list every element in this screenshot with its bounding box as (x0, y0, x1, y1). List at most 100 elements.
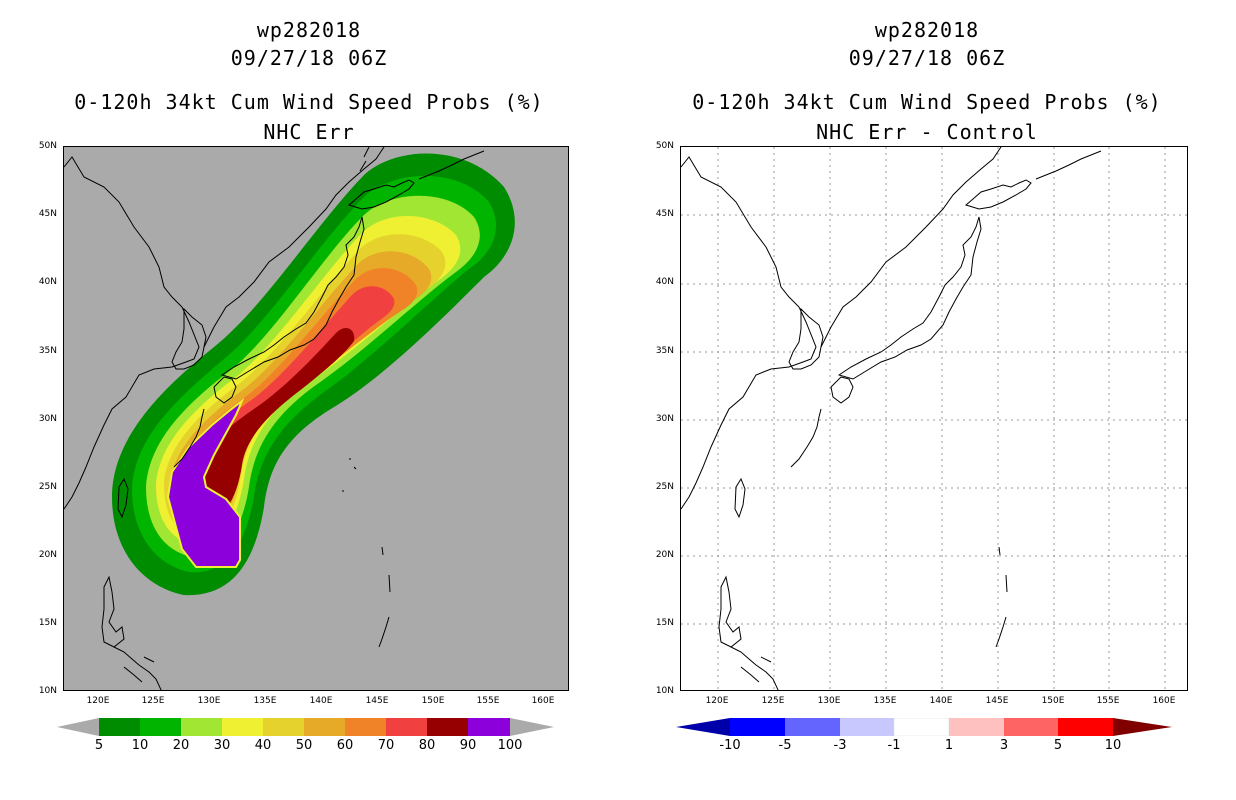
lon-label: 120E (86, 696, 110, 706)
philippines-luzon (718, 575, 742, 648)
lat-label: 30N (38, 414, 57, 424)
lat-label: 40N (38, 277, 57, 287)
colorbar-swatch (263, 718, 304, 736)
coastlines (681, 147, 1102, 690)
probability-map (63, 146, 569, 691)
colorbar-swatch (949, 718, 1004, 736)
colorbar-label: 100 (497, 738, 523, 753)
colorbar-swatch (785, 718, 840, 736)
lat-label: 20N (38, 550, 57, 560)
japan-honshu (220, 216, 365, 380)
map-svg (681, 147, 1187, 690)
colorbar-arrow-right (1113, 718, 1172, 736)
colorbar-swatch (427, 718, 468, 736)
colorbar-label: 70 (377, 738, 395, 753)
mariana (378, 546, 391, 648)
colorbar-label: 10 (1104, 738, 1122, 753)
colorbar-swatch (181, 718, 222, 736)
storm-id-title: wp282018 (256, 18, 362, 42)
colorbar-swatch (304, 718, 345, 736)
lon-label: 150E (421, 696, 445, 706)
colorbar-swatch (1058, 718, 1113, 736)
colorbar-label: -10 (719, 738, 741, 753)
colorbar-arrow-left (57, 718, 99, 736)
taiwan (117, 477, 129, 519)
colorbar-label: 10 (131, 738, 149, 753)
colorbar-label: 3 (999, 738, 1009, 753)
difference-colorbar (676, 717, 1172, 737)
philippines-luzon (101, 575, 125, 648)
map-svg (64, 147, 515, 690)
colorbar-label: -5 (778, 738, 792, 753)
colorbar-swatch (386, 718, 427, 736)
lon-label: 145E (365, 696, 389, 706)
colorbar-label: 80 (418, 738, 436, 753)
contour-100 (166, 397, 245, 568)
lat-label: 20N (655, 550, 674, 560)
colorbar-arrow-left (676, 718, 730, 736)
lat-label: 10N (38, 686, 57, 696)
lat-label: 15N (38, 618, 57, 628)
lon-label: 135E (253, 696, 277, 706)
lat-label: 15N (655, 618, 674, 628)
philippines-visayas (113, 646, 162, 690)
ryukyu (790, 408, 822, 468)
colorbar-label: 20 (172, 738, 190, 753)
colorbar-swatch (840, 718, 894, 736)
japan-honshu (837, 216, 982, 380)
gridlines (681, 147, 1187, 690)
korea (171, 307, 207, 370)
japan-kyushu (830, 376, 854, 404)
lat-label: 45N (655, 209, 674, 219)
colorbar-swatch (1004, 718, 1058, 736)
colorbar-label: 5 (1053, 738, 1063, 753)
lat-label: 50N (38, 141, 57, 151)
colorbar-arrow-right (510, 718, 554, 736)
taiwan (734, 477, 746, 519)
lon-label: 150E (1041, 696, 1065, 706)
lat-label: 35N (38, 346, 57, 356)
colorbar-swatch (99, 718, 140, 736)
coastlines (64, 147, 485, 690)
lon-label: 120E (705, 696, 729, 706)
colorbar-label: 30 (213, 738, 231, 753)
china-coast (64, 156, 200, 510)
lon-label: 130E (197, 696, 221, 706)
lon-label: 130E (817, 696, 841, 706)
lon-label: 125E (141, 696, 165, 706)
datetime-title: 09/27/18 06Z (848, 46, 1006, 70)
colorbar-swatch (893, 717, 950, 737)
left-panel: wp282018 09/27/18 06Z 0-120h 34kt Cum Wi… (38, 18, 569, 753)
small-islands (342, 458, 357, 492)
colorbar-swatch (730, 718, 785, 736)
lon-label: 160E (531, 696, 555, 706)
lon-label: 155E (476, 696, 500, 706)
ryukyu (173, 408, 205, 468)
japan-kyushu (213, 376, 237, 404)
colorbar-label: -3 (833, 738, 847, 753)
colorbar-label: 50 (295, 738, 313, 753)
colorbar-label: -1 (887, 738, 901, 753)
colorbar-label: 90 (459, 738, 477, 753)
datetime-title: 09/27/18 06Z (230, 46, 388, 70)
china-coast (681, 156, 817, 510)
product-title: 0-120h 34kt Cum Wind Speed Probs (%) (74, 90, 544, 114)
storm-id-title: wp282018 (874, 18, 980, 42)
lon-label: 155E (1096, 696, 1120, 706)
colorbar-swatch (222, 718, 263, 736)
right-panel: wp282018 09/27/18 06Z 0-120h 34kt Cum Wi… (618, 0, 1236, 800)
lat-label: 45N (38, 209, 57, 219)
lat-label: 25N (38, 482, 57, 492)
lat-label: 50N (655, 141, 674, 151)
colorbar-swatch (468, 718, 510, 736)
korea (788, 307, 824, 370)
kurils (418, 150, 485, 180)
subtitle: NHC Err (263, 120, 355, 144)
lon-label: 160E (1152, 696, 1176, 706)
colorbar-label: 40 (254, 738, 272, 753)
colorbar-label: 5 (94, 738, 104, 753)
kurils (1035, 150, 1102, 180)
probability-colorbar (57, 718, 554, 736)
russia-coast (820, 147, 1002, 348)
colorbar-label: 1 (944, 738, 954, 753)
